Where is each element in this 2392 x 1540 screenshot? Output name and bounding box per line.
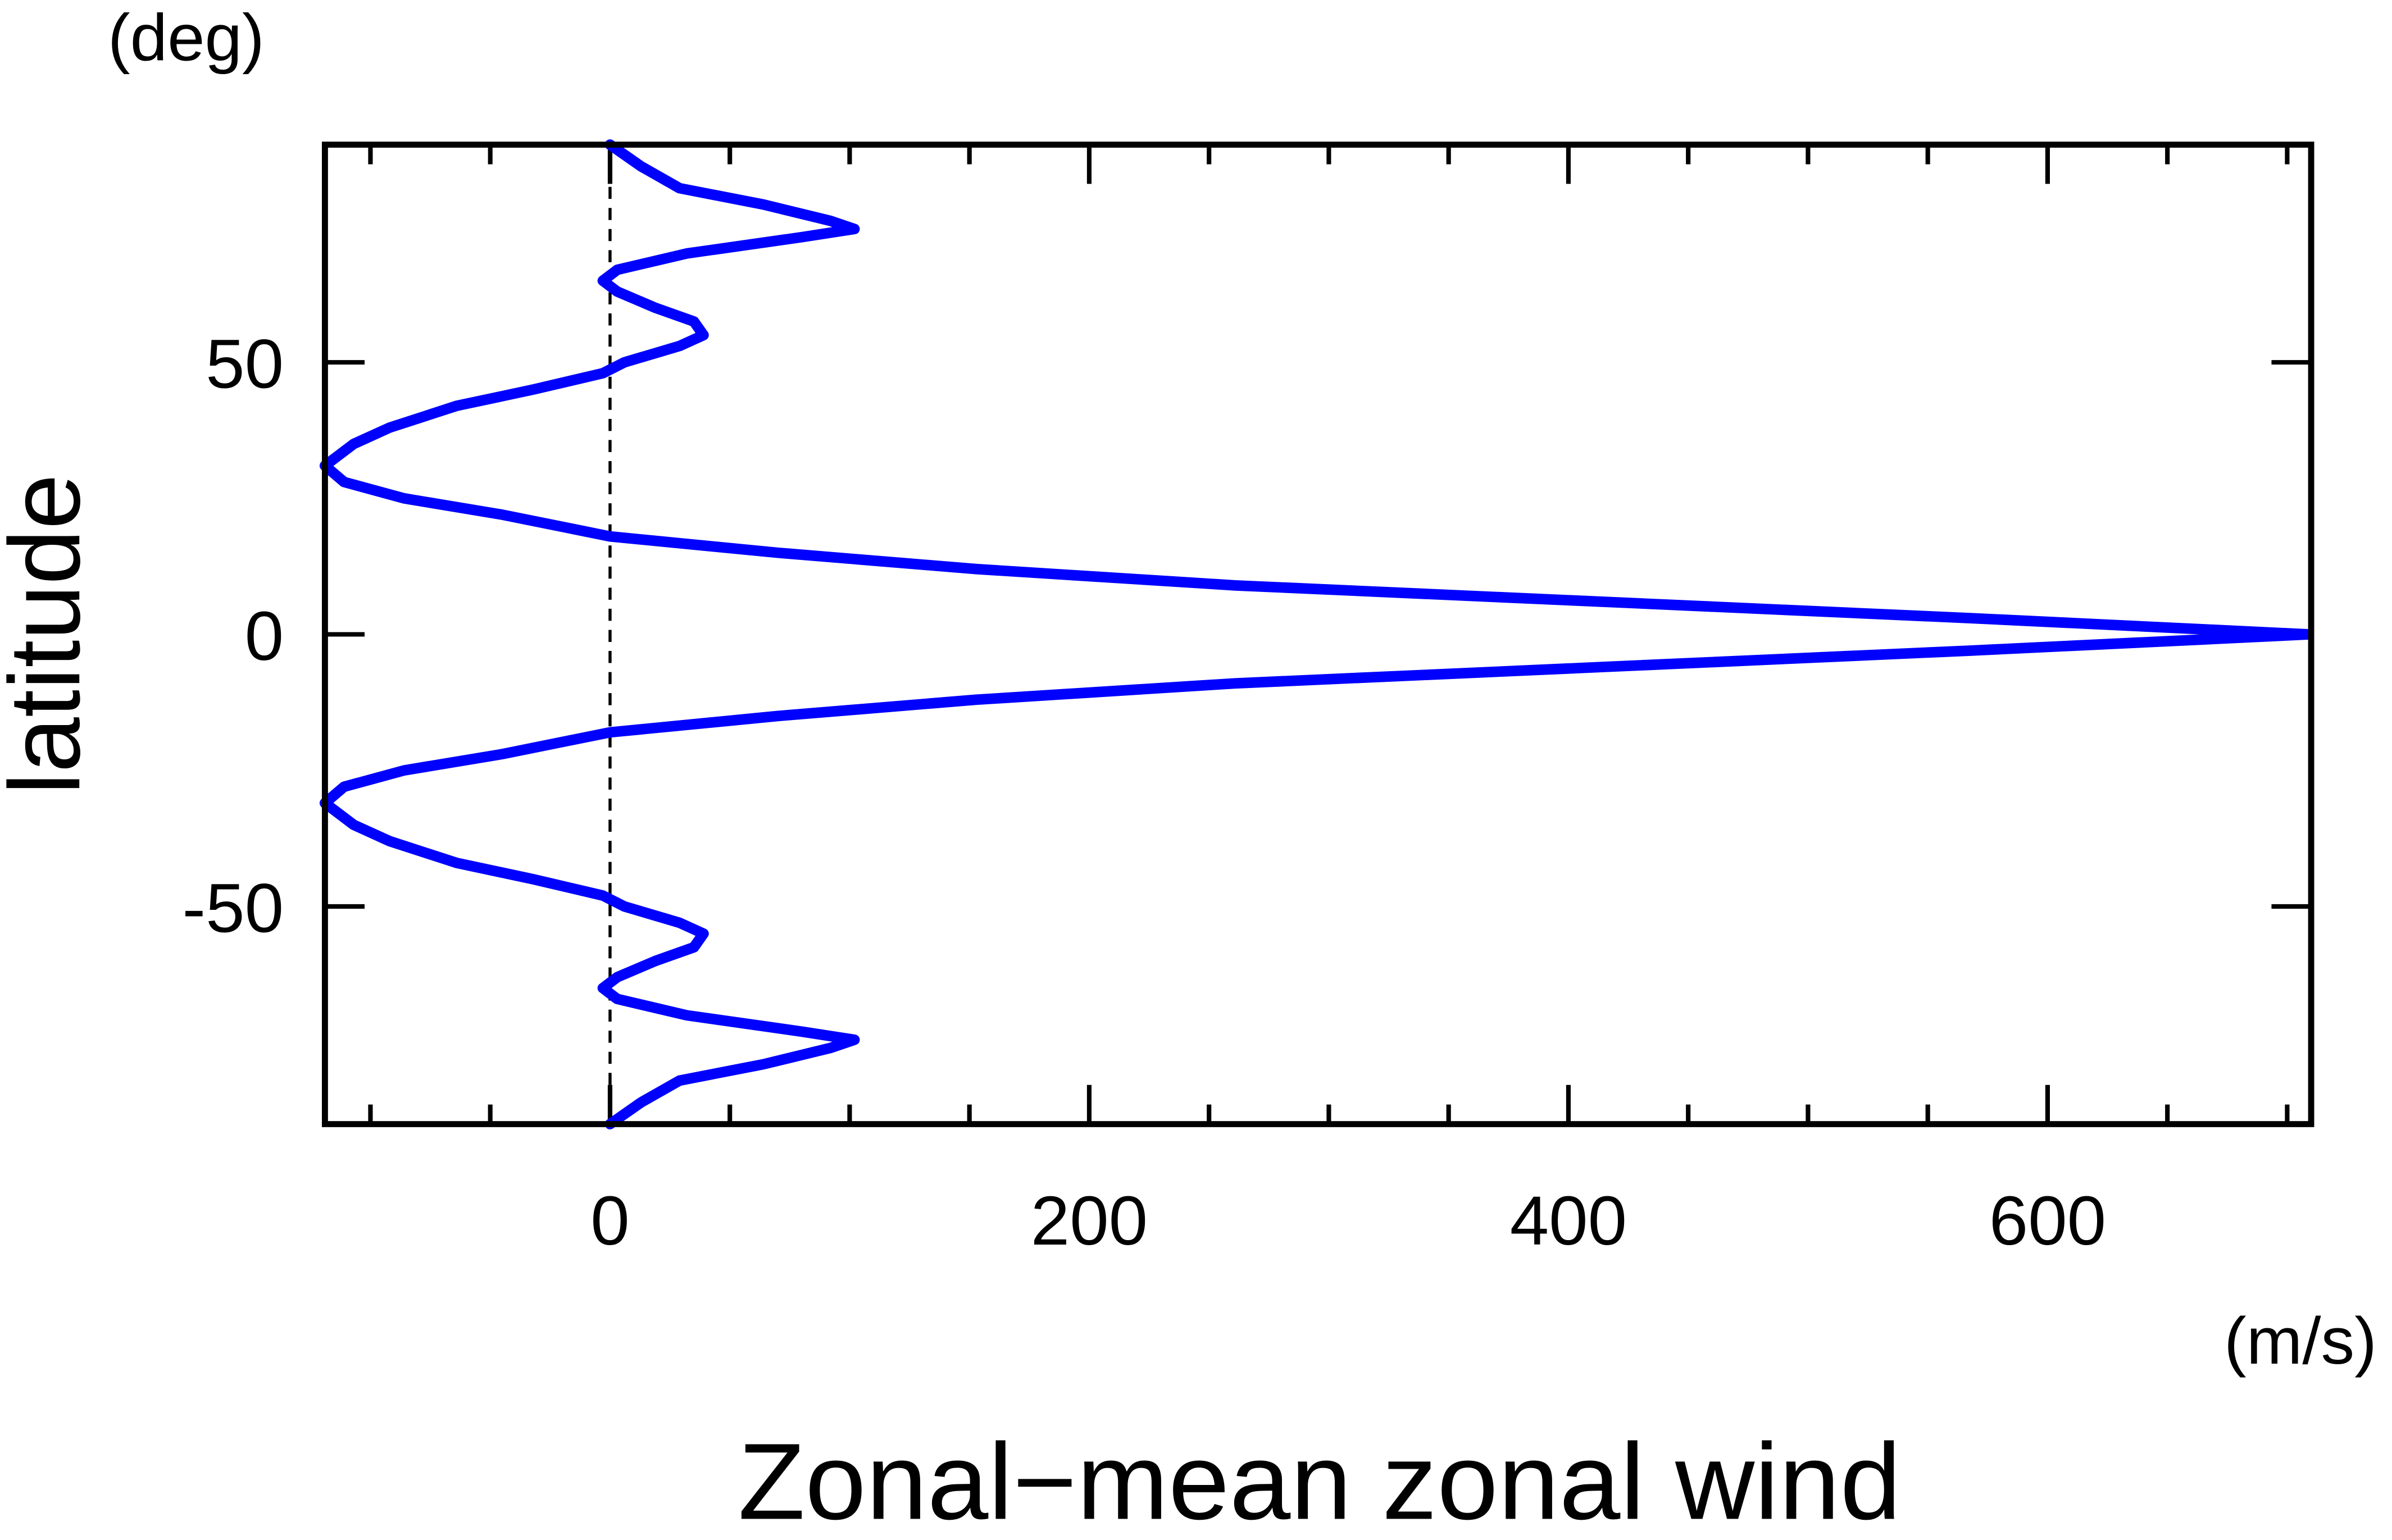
x-unit: (m/s) bbox=[2224, 1304, 2377, 1378]
x-tick-label: 0 bbox=[590, 1183, 629, 1260]
data-line bbox=[319, 139, 2314, 1129]
y-axis-label: latitude bbox=[0, 474, 101, 795]
y-tick-label: 50 bbox=[206, 326, 284, 403]
x-tick-label: 400 bbox=[1510, 1183, 1627, 1260]
y-unit: (deg) bbox=[108, 1, 265, 75]
x-axis-label: Zonal−mean zonal wind bbox=[738, 1421, 1901, 1540]
y-tick-label: -50 bbox=[183, 870, 284, 947]
x-tick-label: 200 bbox=[1031, 1183, 1148, 1260]
x-tick-label: 600 bbox=[1989, 1183, 2106, 1260]
y-tick-label: 0 bbox=[245, 598, 284, 675]
plot-frame bbox=[321, 142, 2314, 1127]
